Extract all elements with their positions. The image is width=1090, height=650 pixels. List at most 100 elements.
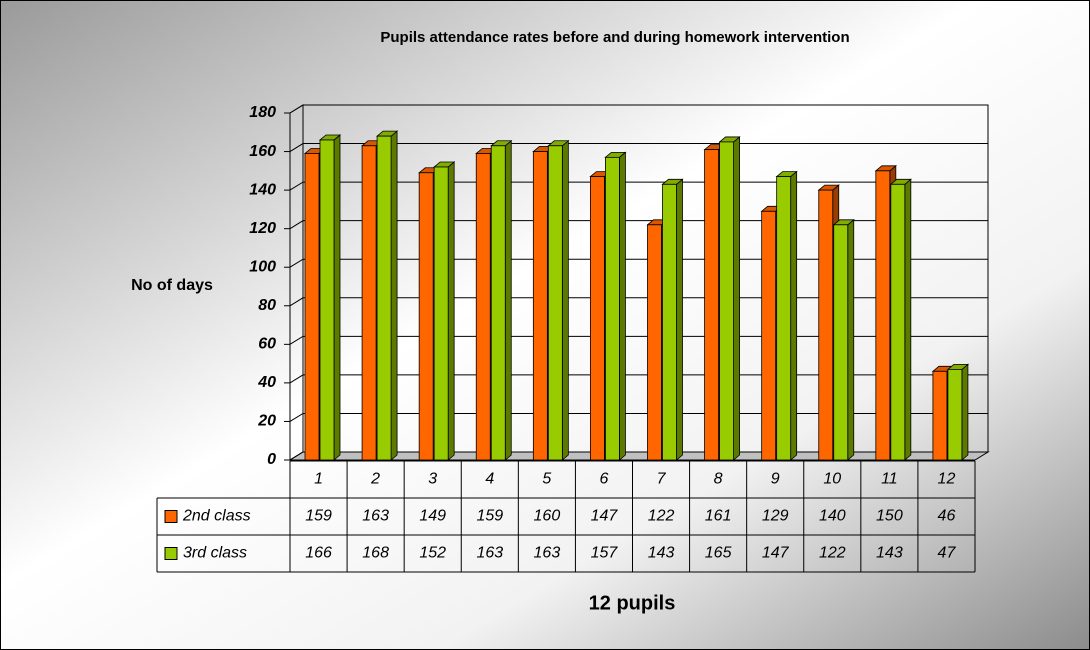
- bar: [304, 153, 320, 461]
- y-tick-label: 140: [249, 181, 276, 198]
- grid-line: [289, 297, 988, 307]
- grid-line: [289, 335, 988, 345]
- x-tick-label: 7: [657, 471, 667, 488]
- table-value: 129: [762, 508, 789, 525]
- bar-side: [390, 130, 398, 461]
- table-value: 168: [362, 545, 389, 562]
- bar: [818, 189, 834, 461]
- x-tick-label: 4: [485, 471, 494, 488]
- table-value: 163: [476, 545, 503, 562]
- bar: [704, 149, 719, 461]
- x-tick-label: 8: [714, 471, 723, 488]
- x-tick-label: 6: [600, 471, 609, 488]
- legend-swatch: [164, 547, 178, 560]
- x-tick-label: 11: [881, 471, 898, 488]
- y-axis-label: No of days: [131, 277, 213, 294]
- bar-side: [904, 178, 912, 461]
- table-value: 47: [938, 545, 957, 562]
- bar: [361, 145, 377, 461]
- table-value: 165: [705, 545, 732, 562]
- bar-side: [961, 363, 969, 461]
- table-value: 161: [705, 508, 732, 525]
- legend-label: 2nd class: [182, 508, 251, 525]
- bar: [776, 176, 792, 461]
- x-tick-label: 5: [542, 471, 551, 488]
- grid-line: [289, 104, 988, 114]
- x-tick-label: 3: [428, 471, 437, 488]
- y-tick-label: 100: [249, 258, 276, 275]
- bar-side: [733, 136, 740, 461]
- y-tick-label: 120: [249, 220, 276, 237]
- table-value: 149: [419, 508, 446, 525]
- grid-line: [289, 181, 988, 191]
- bar: [932, 370, 948, 461]
- y-tick-label: 180: [249, 104, 276, 121]
- bar: [761, 210, 777, 461]
- bar: [662, 183, 677, 461]
- bar-side: [561, 139, 569, 461]
- bar: [647, 224, 662, 461]
- grid-line: [289, 374, 988, 384]
- table-value: 143: [648, 545, 675, 562]
- y-tick-label: 80: [258, 297, 276, 314]
- bar: [719, 141, 734, 461]
- table-value: 147: [591, 508, 619, 525]
- x-tick-label: 10: [823, 471, 841, 488]
- table-value: 140: [819, 508, 846, 525]
- x-tick-label: 9: [771, 471, 780, 488]
- bar: [376, 135, 392, 461]
- bar: [433, 166, 449, 461]
- x-axis-label: 12 pupils: [589, 592, 676, 614]
- x-tick-label: 12: [938, 471, 956, 488]
- table-value: 147: [762, 545, 790, 562]
- grid-line: [289, 412, 988, 422]
- table-value: 160: [534, 508, 561, 525]
- table-value: 163: [362, 508, 389, 525]
- bar-side: [504, 139, 512, 461]
- table-value: 143: [876, 545, 903, 562]
- bar: [547, 145, 563, 461]
- table-value: 122: [648, 508, 675, 525]
- grid-line: [289, 220, 988, 230]
- bar: [947, 368, 963, 461]
- bar: [833, 224, 849, 461]
- table-value: 122: [819, 545, 846, 562]
- grid-line: [289, 258, 988, 268]
- bar-side: [847, 218, 855, 461]
- y-tick-label: 0: [267, 451, 276, 468]
- y-tick-label: 160: [249, 143, 276, 160]
- bar-side: [676, 178, 683, 461]
- legend-label: 3rd class: [183, 545, 247, 562]
- y-tick-label: 20: [257, 413, 276, 430]
- x-tick-label: 2: [370, 471, 380, 488]
- table-value: 159: [476, 508, 503, 525]
- grid-line: [289, 143, 988, 152]
- chart-title: Pupils attendance rates before and durin…: [380, 29, 849, 46]
- grid-line: [289, 451, 988, 461]
- table-value: 166: [305, 545, 332, 562]
- bar-side: [447, 161, 455, 461]
- bar-side: [790, 170, 798, 461]
- bar: [875, 170, 891, 461]
- bar: [418, 172, 434, 461]
- table-value: 157: [591, 545, 619, 562]
- y-tick-label: 60: [258, 336, 276, 353]
- table-value: 150: [876, 508, 903, 525]
- bar-side: [619, 151, 626, 461]
- bar: [532, 151, 548, 461]
- y-tick-label: 40: [257, 374, 276, 391]
- legend-swatch: [164, 510, 178, 523]
- table-value: 152: [419, 545, 446, 562]
- table-value: 159: [305, 508, 332, 525]
- bar: [319, 139, 335, 461]
- bar: [490, 145, 506, 461]
- x-tick-label: 1: [314, 471, 323, 488]
- bar: [590, 176, 605, 461]
- bar: [890, 183, 906, 461]
- table-value: 163: [534, 545, 561, 562]
- bar: [475, 153, 491, 461]
- bar-side: [333, 134, 341, 461]
- table-value: 46: [938, 508, 956, 525]
- bar: [605, 156, 620, 461]
